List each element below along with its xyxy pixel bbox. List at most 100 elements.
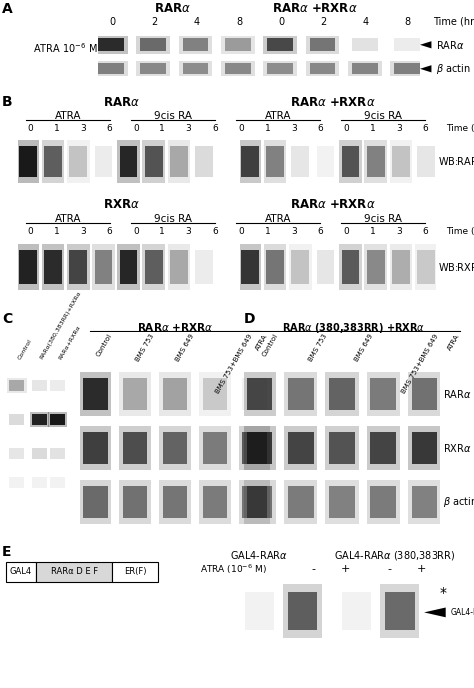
- Text: Control: Control: [95, 333, 113, 358]
- Bar: [370, 486, 396, 517]
- Text: 6: 6: [422, 227, 428, 236]
- Bar: [117, 140, 140, 183]
- Bar: [390, 244, 412, 290]
- Bar: [179, 61, 212, 76]
- Bar: [264, 244, 286, 290]
- Bar: [317, 250, 334, 283]
- Bar: [394, 39, 420, 52]
- Text: 2: 2: [320, 17, 326, 27]
- Text: GAL4-RAR: GAL4-RAR: [451, 608, 474, 617]
- Bar: [310, 39, 336, 52]
- Bar: [36, 562, 112, 582]
- Text: 6: 6: [212, 227, 218, 236]
- Text: 3: 3: [186, 124, 191, 133]
- Text: C: C: [2, 312, 12, 326]
- Text: RARα+RXRα: RARα+RXRα: [58, 324, 82, 360]
- Bar: [317, 147, 334, 177]
- Text: A: A: [2, 2, 13, 16]
- Bar: [365, 140, 387, 183]
- Text: 1: 1: [54, 227, 60, 236]
- Bar: [79, 480, 111, 524]
- Bar: [245, 592, 274, 630]
- Bar: [117, 244, 140, 290]
- Bar: [182, 39, 209, 52]
- Text: 0: 0: [344, 124, 349, 133]
- Bar: [289, 244, 312, 290]
- Bar: [67, 244, 90, 290]
- Text: 0: 0: [238, 124, 244, 133]
- Bar: [98, 39, 124, 52]
- Bar: [367, 250, 384, 283]
- Bar: [42, 244, 64, 290]
- Bar: [418, 250, 435, 283]
- Text: 4: 4: [194, 17, 200, 27]
- Bar: [288, 486, 314, 517]
- Bar: [83, 486, 108, 517]
- Bar: [83, 432, 108, 464]
- Bar: [238, 140, 261, 183]
- Bar: [266, 250, 284, 283]
- Bar: [408, 426, 441, 470]
- Bar: [242, 486, 267, 517]
- Bar: [142, 140, 165, 183]
- Text: E: E: [2, 545, 11, 559]
- Bar: [394, 63, 420, 74]
- Bar: [239, 480, 271, 524]
- Bar: [339, 140, 362, 183]
- Text: RXR$\alpha$: RXR$\alpha$: [443, 442, 472, 454]
- Bar: [9, 477, 25, 488]
- Text: BMS 649: BMS 649: [354, 333, 374, 363]
- Bar: [195, 147, 213, 177]
- Text: ATRA (10$^{-6}$ M): ATRA (10$^{-6}$ M): [200, 562, 267, 576]
- Bar: [202, 378, 227, 409]
- Bar: [264, 140, 286, 183]
- Text: 1: 1: [370, 124, 375, 133]
- Text: RAR$\alpha$ (380,383RR) +RXR$\alpha$: RAR$\alpha$ (380,383RR) +RXR$\alpha$: [283, 321, 426, 335]
- Bar: [142, 244, 165, 290]
- Bar: [241, 147, 259, 177]
- Text: 8: 8: [236, 17, 242, 27]
- Bar: [32, 380, 47, 391]
- Text: RXR$\alpha$: RXR$\alpha$: [103, 199, 140, 211]
- Bar: [306, 36, 339, 54]
- Bar: [239, 426, 271, 470]
- Text: ATRA: ATRA: [447, 333, 460, 351]
- Text: ATRA: ATRA: [55, 214, 82, 224]
- Text: 1: 1: [54, 124, 60, 133]
- Bar: [326, 426, 358, 470]
- Bar: [79, 426, 111, 470]
- Bar: [329, 432, 355, 464]
- Bar: [247, 378, 273, 409]
- Bar: [408, 480, 441, 524]
- Bar: [242, 432, 267, 464]
- Text: ATRA 10$^{-6}$ M: ATRA 10$^{-6}$ M: [33, 41, 98, 55]
- Bar: [411, 486, 437, 517]
- Bar: [342, 250, 359, 283]
- Text: RAR$\alpha$ +RXR$\alpha$: RAR$\alpha$ +RXR$\alpha$: [137, 321, 213, 333]
- Bar: [159, 426, 191, 470]
- Text: 0: 0: [110, 17, 116, 27]
- Text: BMS 649: BMS 649: [175, 333, 196, 363]
- Bar: [6, 562, 36, 582]
- Bar: [221, 61, 255, 76]
- Bar: [241, 250, 259, 283]
- Text: Time (hrs): Time (hrs): [447, 227, 474, 236]
- Bar: [352, 39, 378, 52]
- Polygon shape: [424, 608, 446, 617]
- Bar: [283, 584, 322, 638]
- Text: 3: 3: [186, 227, 191, 236]
- Bar: [264, 36, 297, 54]
- Bar: [167, 140, 191, 183]
- Text: ATRA: ATRA: [265, 111, 292, 121]
- Bar: [326, 372, 358, 416]
- Bar: [221, 36, 255, 54]
- Bar: [67, 140, 90, 183]
- Bar: [30, 412, 49, 427]
- Text: +: +: [417, 564, 426, 574]
- Text: Control: Control: [17, 338, 33, 360]
- Text: WB:RXR$\alpha$: WB:RXR$\alpha$: [438, 261, 474, 273]
- Bar: [243, 426, 276, 470]
- Bar: [348, 61, 382, 76]
- Bar: [202, 486, 227, 517]
- Bar: [339, 244, 362, 290]
